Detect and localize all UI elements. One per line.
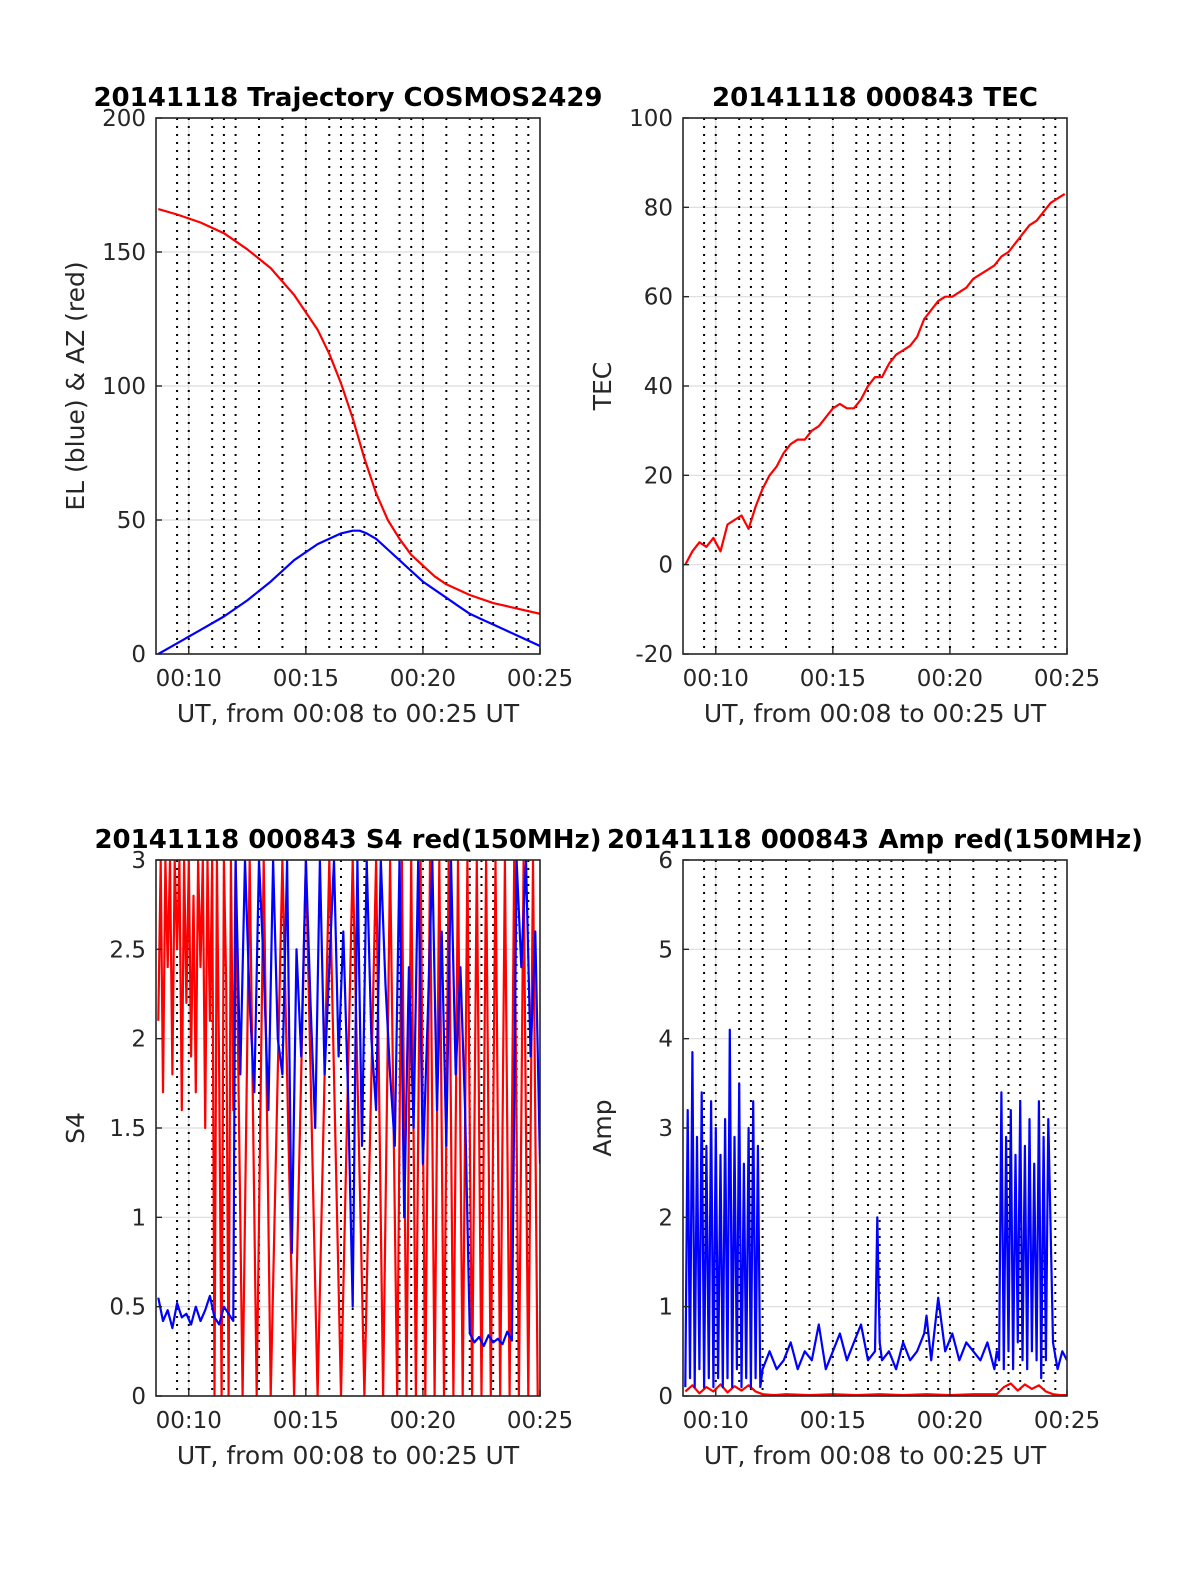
x-axis-label: UT, from 00:08 to 00:25 UT xyxy=(177,1441,520,1470)
y-tick-label: 2 xyxy=(131,1027,146,1053)
y-tick-label: 100 xyxy=(629,106,673,132)
x-tick-label: 00:20 xyxy=(917,666,983,692)
y-tick-label: 0 xyxy=(658,1384,673,1410)
y-tick-label: 6 xyxy=(658,848,673,874)
y-tick-label: 50 xyxy=(117,508,146,534)
x-tick-label: 00:25 xyxy=(507,666,573,692)
series-line-blue xyxy=(684,1028,1067,1389)
y-axis-label: Amp xyxy=(588,1099,617,1156)
y-tick-label: 0 xyxy=(131,642,146,668)
series-line-red xyxy=(157,208,540,615)
y-tick-label: 2.5 xyxy=(109,937,146,963)
y-tick-label: 3 xyxy=(658,1116,673,1142)
y-axis-label: S4 xyxy=(61,1112,90,1144)
x-axis-label: UT, from 00:08 to 00:25 UT xyxy=(704,1441,1047,1470)
x-tick-label: 00:20 xyxy=(917,1408,983,1434)
series-group xyxy=(157,860,540,1396)
y-tick-label: 0 xyxy=(658,553,673,579)
chart-title: 20141118 000843 Amp red(150MHz) xyxy=(607,825,1143,855)
y-tick-label: 100 xyxy=(102,374,146,400)
y-tick-label: 4 xyxy=(658,1027,673,1053)
y-tick-label: 80 xyxy=(644,195,673,221)
y-axis-label: TEC xyxy=(588,362,617,412)
y-tick-label: 20 xyxy=(644,463,673,489)
y-tick-label: 1 xyxy=(658,1295,673,1321)
series-group xyxy=(684,1028,1067,1396)
x-tick-label: 00:15 xyxy=(273,666,339,692)
series-line-red xyxy=(684,192,1066,566)
series-group xyxy=(684,192,1066,566)
x-tick-label: 00:15 xyxy=(800,666,866,692)
y-tick-label: 200 xyxy=(102,106,146,132)
x-tick-label: 00:10 xyxy=(683,666,749,692)
x-tick-label: 00:15 xyxy=(800,1408,866,1434)
x-tick-label: 00:25 xyxy=(1034,666,1100,692)
chart-panel-2: 00:10 00:15 00:20 00:25 -20 0 20 40 60 80 100 20141… xyxy=(588,83,1100,728)
x-tick-label: 00:25 xyxy=(1034,1408,1100,1434)
y-tick-label: 2 xyxy=(658,1205,673,1231)
x-tick-label: 00:20 xyxy=(390,1408,456,1434)
x-tick-label: 00:10 xyxy=(156,666,222,692)
y-tick-label: 150 xyxy=(102,240,146,266)
x-tick-label: 00:10 xyxy=(683,1408,749,1434)
x-tick-label: 00:10 xyxy=(156,1408,222,1434)
chart-title: 20141118 000843 S4 red(150MHz) xyxy=(94,825,601,855)
y-tick-label: 5 xyxy=(658,937,673,963)
series-group xyxy=(157,208,540,654)
series-line-blue xyxy=(157,860,540,1348)
chart-title: 20141118 000843 TEC xyxy=(712,83,1038,113)
y-tick-label: 0.5 xyxy=(109,1295,146,1321)
chart-panel-1: 00:10 00:15 00:20 00:25 0 50 100 150 20020141118… xyxy=(61,83,603,728)
x-tick-label: 00:20 xyxy=(390,666,456,692)
y-axis-label: EL (blue) & AZ (red) xyxy=(61,261,90,510)
y-tick-label: 40 xyxy=(644,374,673,400)
y-tick-label: 1 xyxy=(131,1205,146,1231)
x-tick-label: 00:25 xyxy=(507,1408,573,1434)
x-tick-label: 00:15 xyxy=(273,1408,339,1434)
chart-panel-3: 00:10 00:15 00:20 00:25 0 0.5 1 1.5 2 2.5 32014111… xyxy=(61,825,602,1470)
series-line-red xyxy=(157,860,539,1396)
x-axis-label: UT, from 00:08 to 00:25 UT xyxy=(177,699,520,728)
series-line-blue xyxy=(157,529,540,654)
y-tick-label: -20 xyxy=(635,642,673,668)
chart-title: 20141118 Trajectory COSMOS2429 xyxy=(93,83,602,113)
y-tick-label: 3 xyxy=(131,848,146,874)
y-tick-label: 60 xyxy=(644,285,673,311)
x-axis-label: UT, from 00:08 to 00:25 UT xyxy=(704,699,1047,728)
y-tick-label: 0 xyxy=(131,1384,146,1410)
y-tick-label: 1.5 xyxy=(109,1116,146,1142)
